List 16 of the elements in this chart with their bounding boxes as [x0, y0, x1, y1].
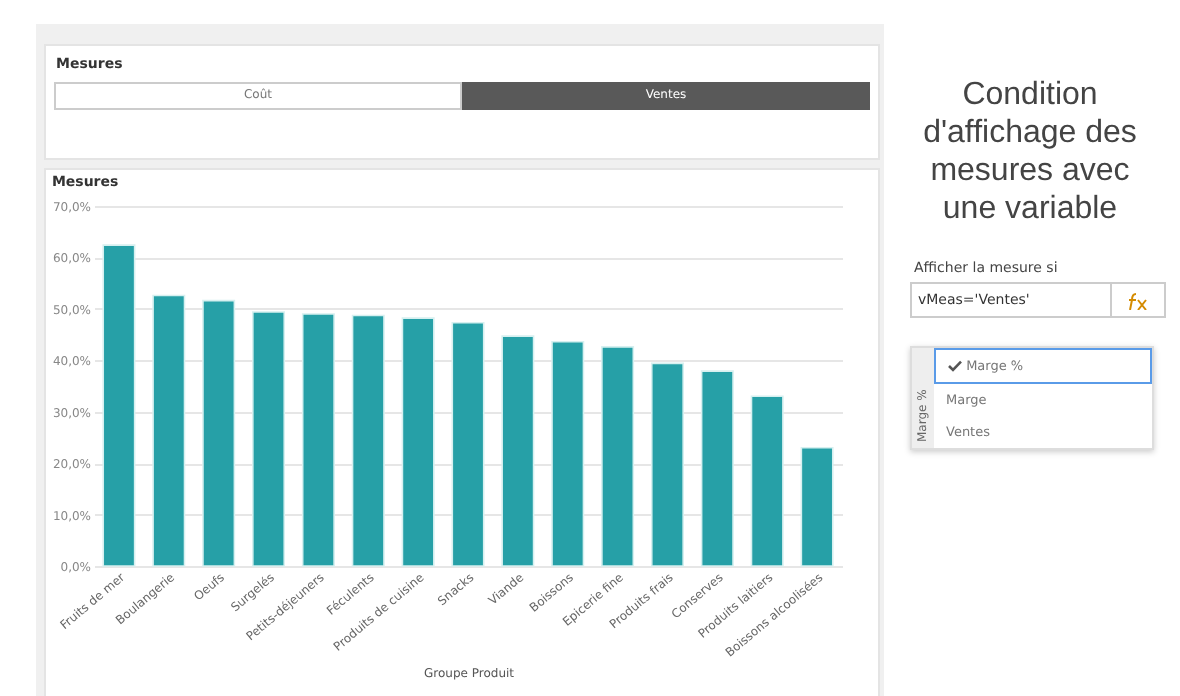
bar	[700, 370, 734, 567]
bar	[750, 395, 784, 567]
bar	[401, 317, 435, 567]
bar	[501, 335, 535, 567]
bar	[102, 244, 136, 567]
bar	[152, 294, 186, 567]
bar	[202, 299, 236, 567]
bar	[601, 346, 635, 567]
text: Condition d'affichage des mesures avec une variable	[921, 76, 1139, 228]
bar	[800, 446, 834, 567]
bar	[301, 313, 335, 567]
bar	[551, 340, 585, 567]
bar	[351, 314, 385, 567]
bar	[650, 362, 684, 567]
bar	[451, 321, 485, 567]
bar	[252, 311, 286, 567]
